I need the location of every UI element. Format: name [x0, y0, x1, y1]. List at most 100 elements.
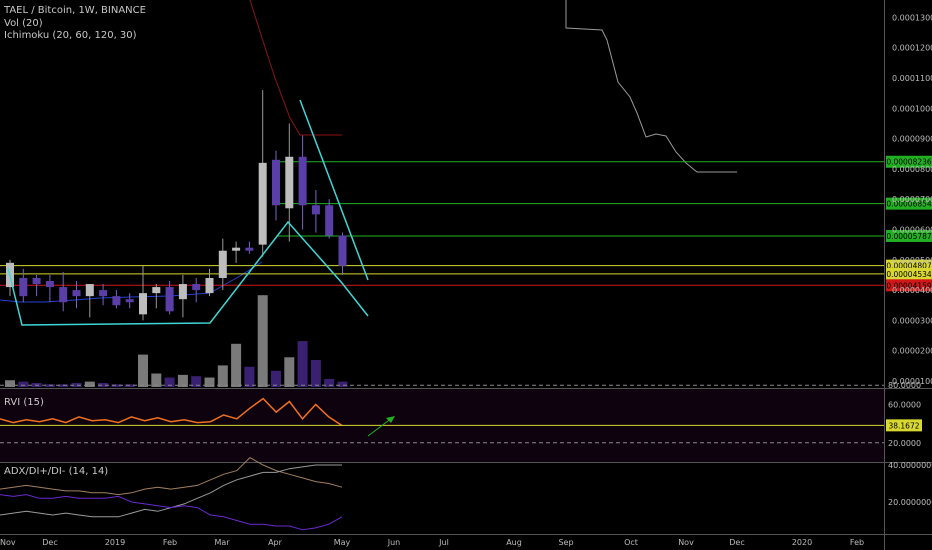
price-tick-label: 0.00005000: [892, 256, 932, 265]
price-tick-label: 0.00004000: [892, 286, 932, 295]
time-tick-label: Mar: [214, 538, 230, 547]
time-tick-label: Dec: [729, 538, 744, 547]
pattern-upper-line: [299, 99, 369, 281]
price-tick-label: 0.00012000: [892, 44, 932, 53]
price-tick-label: 0.00008000: [892, 165, 932, 174]
volume-bar: [98, 382, 109, 387]
candle-body: [19, 277, 28, 297]
volume-bar: [84, 381, 95, 387]
time-tick-label: May: [334, 538, 351, 547]
price-tick-label: 0.00002000: [892, 347, 932, 356]
ichimoku-span-line: [565, 0, 737, 173]
candle-body: [85, 284, 94, 297]
price-tick-label: 0.00007000: [892, 195, 932, 204]
candle-body: [325, 205, 334, 236]
candle-body: [178, 284, 187, 300]
candle-body: [245, 247, 254, 251]
price-level-tag: [886, 229, 932, 242]
ichimoku-base-line: [249, 0, 342, 136]
volume-bar: [231, 343, 242, 387]
pattern-annotations: [7, 99, 395, 437]
chart-title: TAEL / Bitcoin, 1W, BINANCE: [4, 5, 146, 16]
price-level-value: 0.00005787: [886, 232, 932, 241]
volume-bar: [71, 382, 82, 387]
rvi-current-value: 38.1672: [888, 421, 919, 430]
adx-tick-label: 40.00000000: [888, 461, 932, 470]
candle-body: [232, 247, 241, 251]
price-tick-label: 0.00011000: [892, 74, 932, 83]
price-level-tag: [886, 279, 932, 292]
candle-body: [45, 281, 54, 288]
candle-body: [32, 277, 41, 285]
pattern-lower-line: [7, 220, 369, 326]
price-tick-label: 0.00001000: [892, 377, 932, 386]
time-tick-label: Sep: [558, 538, 573, 547]
time-tick-label: Apr: [268, 538, 283, 547]
volume-bar: [257, 295, 268, 387]
candle-body: [152, 287, 161, 294]
rvi-line: [0, 397, 343, 427]
time-tick-label: Feb: [850, 538, 864, 547]
price-tick-label: 0.00010000: [892, 104, 932, 113]
time-tick-label: Oct: [624, 538, 638, 547]
volume-bar: [271, 370, 281, 387]
volume-bar: [138, 354, 148, 387]
candle-body: [72, 290, 81, 297]
volume-bar: [337, 381, 348, 387]
volume-label: Vol (20): [4, 18, 43, 29]
candle-body: [298, 156, 307, 206]
volume-bar: [217, 365, 228, 387]
time-tick-label: 2020: [792, 538, 812, 547]
adx-line: [0, 456, 343, 496]
volume-bar: [5, 380, 15, 387]
candle-body: [272, 159, 280, 206]
price-level-tag: [886, 267, 932, 280]
volume-bar: [297, 341, 308, 387]
volume-bar: [244, 366, 255, 387]
price-level-value: 0.00004534: [886, 270, 932, 279]
candle-body: [99, 290, 108, 297]
rvi-tick-label: 20.0000: [888, 439, 921, 448]
price-level-value: 0.00004807: [886, 262, 932, 271]
volume-bar: [204, 377, 215, 387]
adx-label: ADX/DI+/DI- (14, 14): [4, 466, 109, 477]
volume-bar: [18, 381, 29, 387]
candle-body: [218, 250, 227, 278]
time-tick-label: Feb: [163, 538, 177, 547]
rvi-label: RVI (15): [4, 397, 44, 408]
price-level-value: 0.00008236: [886, 158, 932, 167]
rvi-tick-label: 60.0000: [888, 400, 921, 409]
ichimoku-label: Ichimoku (20, 60, 120, 30): [4, 30, 137, 41]
time-tick-label: Jul: [438, 538, 449, 547]
candle-body: [59, 287, 68, 303]
adx-tick-label: 20.00000000: [888, 498, 932, 507]
price-level-tag: [886, 155, 932, 168]
rvi-value-tag: [886, 419, 922, 432]
time-tick-label: Aug: [506, 538, 522, 547]
trend-arrow-head: [386, 416, 395, 423]
candle-body: [311, 205, 320, 215]
price-tick-label: 0.00003000: [892, 316, 932, 325]
candle-body: [285, 156, 294, 209]
rvi-tick-label: 80.0000: [888, 381, 921, 390]
trend-arrow: [367, 417, 393, 437]
volume-bar: [151, 373, 162, 387]
volume-bar: [191, 376, 202, 387]
di-minus-line: [0, 494, 343, 531]
volume-bar: [310, 360, 321, 387]
candles: [6, 90, 347, 321]
volume-bar: [164, 377, 175, 387]
volume-bar: [177, 374, 188, 387]
candle-body: [338, 235, 347, 266]
volume-bar: [324, 378, 335, 387]
price-level-tag: [886, 197, 932, 210]
candle-body: [139, 293, 147, 315]
candle-body: [165, 287, 174, 312]
volume-bar: [284, 357, 295, 387]
time-tick-label: Nov: [678, 538, 694, 547]
price-tick-label: 0.00009000: [892, 135, 932, 144]
time-tick-label: Jun: [387, 538, 401, 547]
price-tick-label: 0.00006000: [892, 226, 932, 235]
candle-body: [112, 296, 121, 306]
